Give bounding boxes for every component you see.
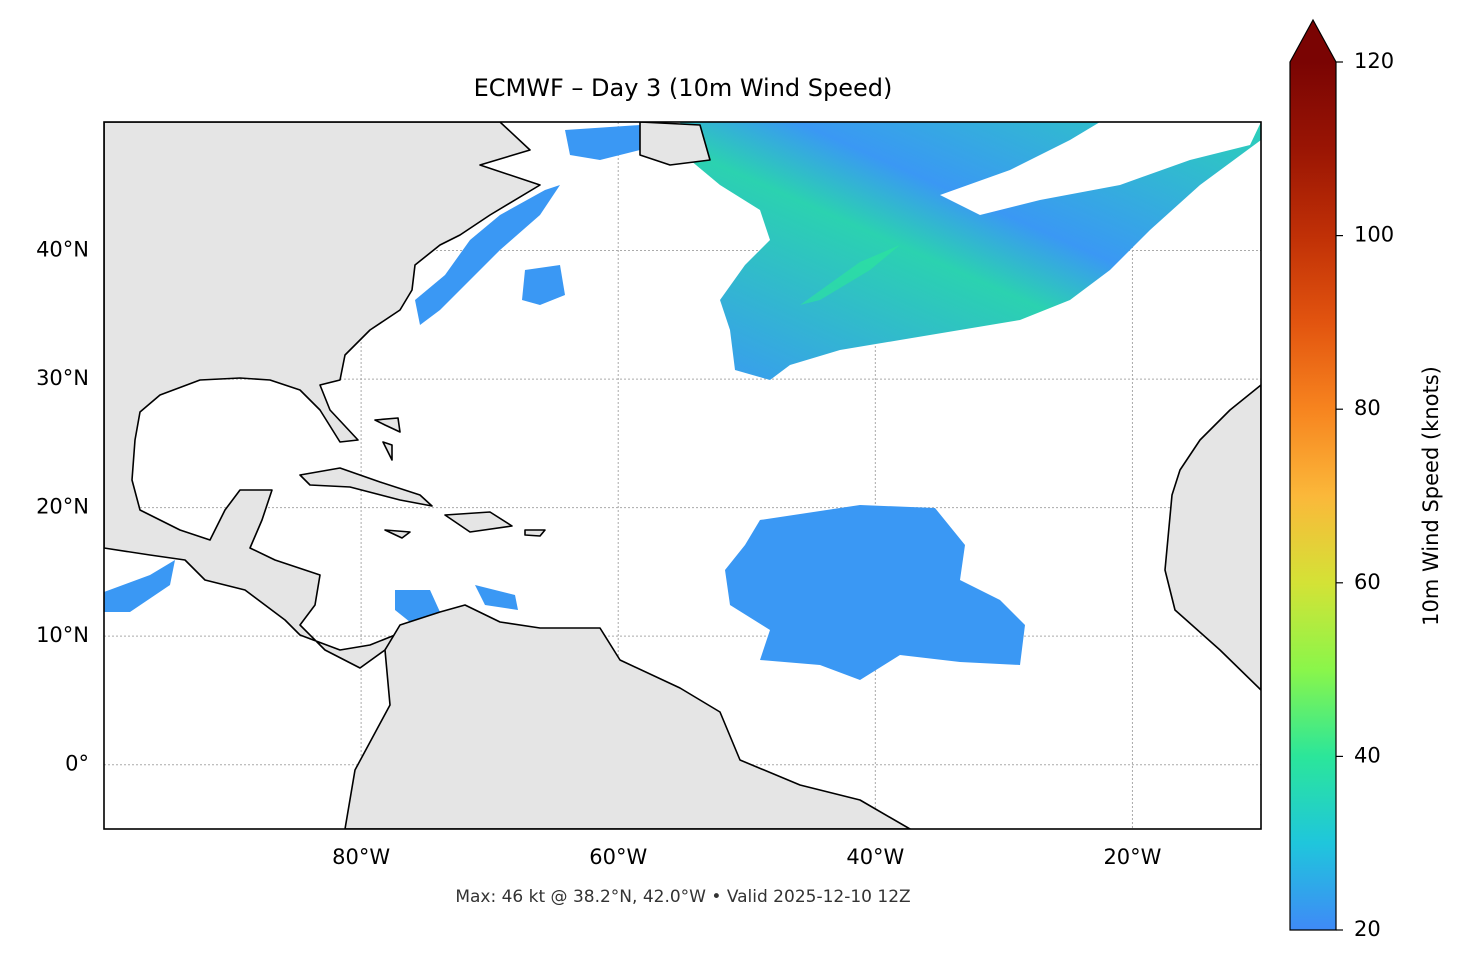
colorbar-tick-label: 80 (1354, 396, 1381, 420)
jamaica (384, 529, 411, 539)
map-area (104, 122, 1261, 829)
north-america (104, 122, 541, 669)
newfoundland (639, 122, 711, 166)
south-america (344, 604, 911, 829)
x-tick-label: 20°W (1103, 845, 1161, 869)
footer-note: Max: 46 kt @ 38.2°N, 42.0°W • Valid 2025… (455, 887, 910, 907)
colorbar-tick-label: 120 (1354, 49, 1394, 73)
y-tick-label: 20°N (36, 495, 89, 519)
x-tick-label: 60°W (589, 845, 647, 869)
wind-region (395, 590, 440, 622)
colorbar-gradient (1290, 62, 1336, 930)
wind-region (415, 185, 560, 325)
wind-region (104, 560, 175, 612)
colorbar-outline (1289, 18, 1337, 931)
bahamas (374, 417, 401, 461)
hispaniola (444, 511, 513, 533)
colorbar-tick-label: 40 (1354, 743, 1381, 767)
puerto-rico (524, 529, 546, 537)
colorbar-tick-label: 100 (1354, 223, 1394, 247)
wind-region (522, 265, 565, 305)
wind-region (565, 125, 640, 160)
wind-field (104, 122, 1261, 680)
y-tick-label: 40°N (36, 238, 89, 262)
axis-ticks: 80°W 60°W 40°W 20°W 0° 10°N 20°N 30°N 40°N (36, 238, 1162, 869)
map-title: ECMWF – Day 3 (10m Wind Speed) (474, 74, 893, 102)
colorbar-tick-label: 20 (1354, 917, 1381, 941)
colorbar-tick-label: 60 (1354, 570, 1381, 594)
y-tick-label: 30°N (36, 366, 89, 390)
wind-region (475, 585, 518, 610)
colorbar: 10m Wind Speed (knots) 20 40 60 80 100 120 (1289, 18, 1443, 941)
calm-region (940, 122, 1261, 215)
africa (1164, 384, 1261, 691)
x-tick-label: 40°W (846, 845, 904, 869)
wind-region (725, 505, 1025, 680)
x-tick-label: 80°W (332, 845, 390, 869)
wind-region (680, 122, 1261, 380)
land (104, 122, 1261, 829)
cuba (299, 467, 433, 507)
colorbar-extend (1290, 20, 1336, 62)
y-tick-label: 10°N (36, 623, 89, 647)
colorbar-label: 10m Wind Speed (knots) (1419, 366, 1443, 626)
y-tick-label: 0° (65, 752, 89, 776)
map-frame (103, 121, 1262, 830)
wind-max (800, 245, 900, 305)
